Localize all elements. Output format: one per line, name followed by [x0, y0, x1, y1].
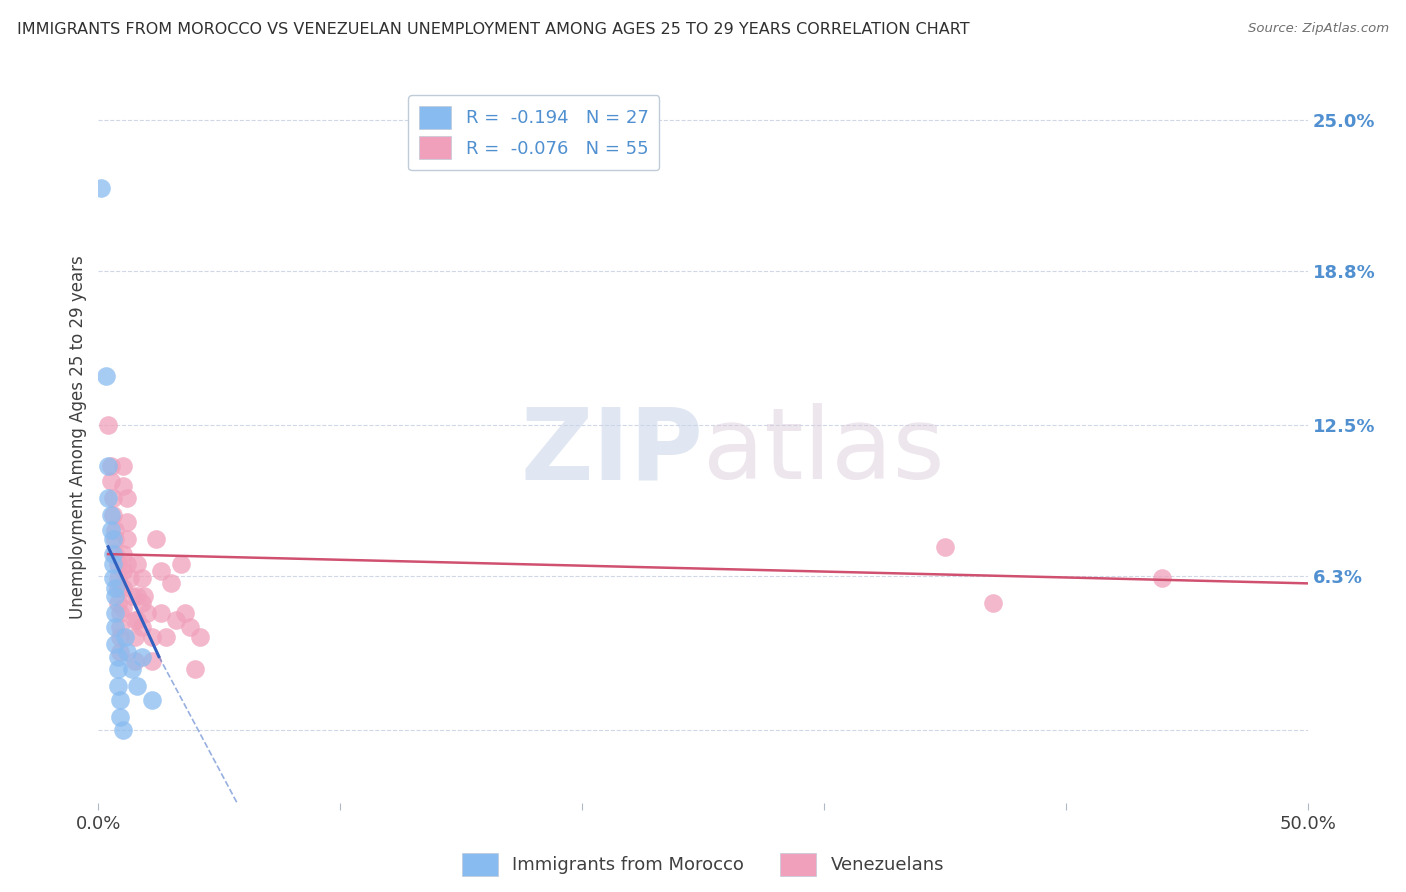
Point: [107, 596, 129, 610]
Point: [107, 581, 129, 595]
Point: [169, 557, 191, 571]
Point: [121, 662, 143, 676]
Point: [111, 600, 134, 615]
Point: [108, 693, 131, 707]
Point: [111, 564, 134, 578]
Point: [131, 596, 153, 610]
Point: [114, 630, 136, 644]
Point: [127, 613, 149, 627]
Point: [107, 557, 129, 571]
Point: [188, 630, 211, 644]
Point: [100, 474, 122, 488]
Point: [141, 693, 163, 707]
Point: [111, 581, 134, 595]
Point: [104, 547, 127, 561]
Point: [150, 606, 173, 620]
Point: [104, 606, 127, 620]
Point: [121, 589, 143, 603]
Point: [174, 606, 197, 620]
Point: [981, 596, 1004, 610]
Point: [97, 459, 120, 474]
Point: [134, 589, 156, 603]
Point: [90, 181, 112, 195]
Point: [1152, 572, 1174, 586]
Point: [108, 645, 131, 659]
Point: [111, 547, 134, 561]
Point: [111, 459, 134, 474]
Point: [104, 533, 127, 547]
Point: [131, 572, 153, 586]
Point: [145, 533, 167, 547]
Point: [104, 637, 127, 651]
Point: [100, 523, 122, 537]
Point: [108, 620, 131, 634]
Point: [117, 533, 139, 547]
Point: [104, 523, 127, 537]
Point: [94, 369, 117, 384]
Point: [117, 557, 139, 571]
Point: [111, 723, 134, 737]
Text: Source: ZipAtlas.com: Source: ZipAtlas.com: [1249, 22, 1389, 36]
Point: [117, 516, 139, 530]
Text: IMMIGRANTS FROM MOROCCO VS VENEZUELAN UNEMPLOYMENT AMONG AGES 25 TO 29 YEARS COR: IMMIGRANTS FROM MOROCCO VS VENEZUELAN UN…: [17, 22, 970, 37]
Point: [108, 630, 131, 644]
Point: [101, 508, 124, 522]
Legend: Immigrants from Morocco, Venezuelans: Immigrants from Morocco, Venezuelans: [454, 846, 952, 883]
Point: [101, 491, 124, 505]
Point: [160, 576, 183, 591]
Point: [111, 479, 134, 493]
Point: [100, 508, 122, 522]
Point: [118, 572, 141, 586]
Point: [107, 679, 129, 693]
Point: [101, 533, 124, 547]
Point: [107, 572, 129, 586]
Point: [179, 620, 201, 634]
Text: ZIP: ZIP: [520, 403, 703, 500]
Point: [104, 589, 127, 603]
Point: [101, 557, 124, 571]
Point: [127, 589, 149, 603]
Point: [117, 645, 139, 659]
Point: [127, 679, 149, 693]
Point: [131, 649, 153, 664]
Point: [107, 649, 129, 664]
Point: [101, 572, 124, 586]
Text: atlas: atlas: [703, 403, 945, 500]
Point: [131, 620, 153, 634]
Point: [108, 710, 131, 724]
Point: [101, 547, 124, 561]
Point: [150, 564, 173, 578]
Point: [934, 540, 956, 554]
Point: [117, 491, 139, 505]
Point: [97, 417, 120, 432]
Point: [155, 630, 177, 644]
Point: [135, 606, 157, 620]
Point: [184, 662, 207, 676]
Point: [104, 581, 127, 595]
Y-axis label: Unemployment Among Ages 25 to 29 years: Unemployment Among Ages 25 to 29 years: [69, 255, 87, 619]
Point: [107, 662, 129, 676]
Point: [124, 654, 146, 668]
Point: [141, 654, 163, 668]
Point: [141, 630, 163, 644]
Point: [108, 606, 131, 620]
Point: [165, 613, 187, 627]
Legend: R =  -0.194   N = 27, R =  -0.076   N = 55: R = -0.194 N = 27, R = -0.076 N = 55: [408, 95, 659, 170]
Point: [97, 491, 120, 505]
Point: [100, 459, 122, 474]
Point: [127, 557, 149, 571]
Point: [104, 620, 127, 634]
Point: [124, 613, 146, 627]
Point: [124, 630, 146, 644]
